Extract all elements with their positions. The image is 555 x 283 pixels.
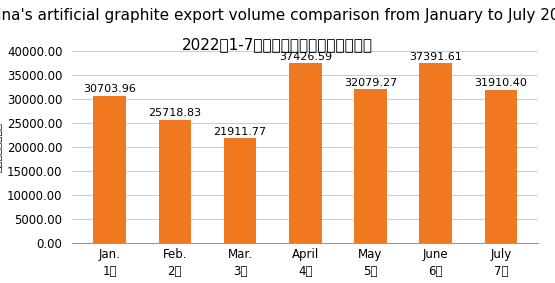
Bar	[159, 120, 191, 243]
Bar	[354, 89, 387, 243]
Text: 2022年1-7月中国人造石墨出口数量对比: 2022年1-7月中国人造石墨出口数量对比	[182, 37, 373, 52]
Text: 21911.77: 21911.77	[214, 127, 266, 136]
Text: 37426.59: 37426.59	[279, 52, 332, 62]
Text: 25718.83: 25718.83	[148, 108, 201, 118]
Bar	[420, 63, 452, 243]
Bar	[485, 90, 517, 243]
Bar	[289, 63, 321, 243]
Bar	[224, 138, 256, 243]
Text: 30703.96: 30703.96	[83, 84, 136, 94]
Y-axis label: Export quantity unit: ton
出口数量单位：吨: Export quantity unit: ton 出口数量单位：吨	[0, 83, 1, 211]
Bar	[93, 96, 126, 243]
Text: 32079.27: 32079.27	[344, 78, 397, 88]
Text: China's artificial graphite export volume comparison from January to July 2022: China's artificial graphite export volum…	[0, 8, 555, 23]
Text: 31910.40: 31910.40	[475, 78, 527, 88]
Text: 37391.61: 37391.61	[409, 52, 462, 62]
